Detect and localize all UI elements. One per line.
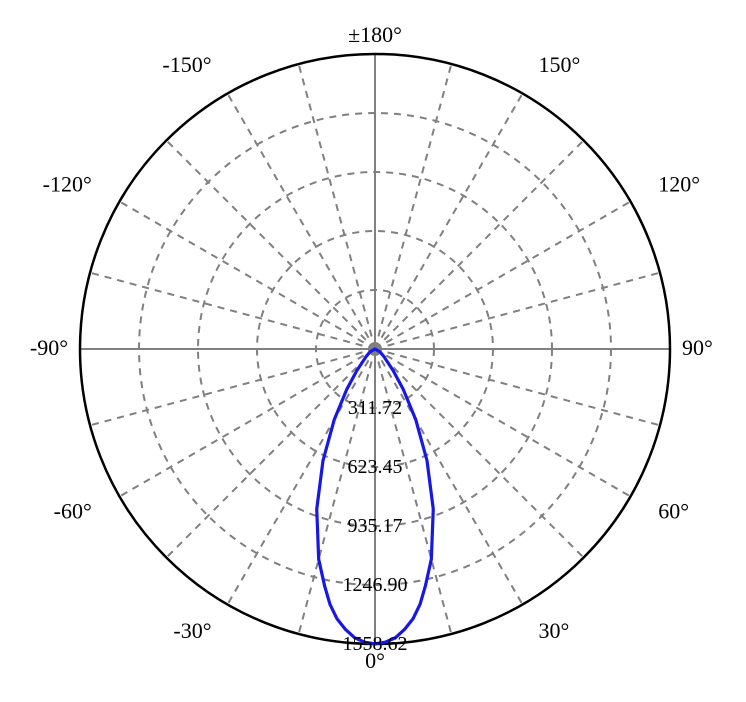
angle-label: 60° (658, 499, 689, 524)
radial-label: 623.45 (348, 456, 403, 478)
angle-label: 120° (658, 172, 700, 197)
angle-label: -150° (162, 52, 211, 77)
radial-label: 311.72 (348, 397, 402, 419)
angle-label: -30° (173, 618, 211, 643)
angle-label: 30° (539, 618, 570, 643)
angle-label: -120° (43, 172, 92, 197)
angle-label: -90° (30, 335, 68, 360)
angle-label: ±180° (348, 22, 402, 47)
angle-label: -60° (54, 499, 92, 524)
radial-label: 1246.90 (343, 574, 408, 596)
polar-chart: 311.72623.45935.171246.901558.62±180°150… (0, 0, 746, 702)
angle-label: 0° (365, 648, 385, 673)
angle-label: 150° (539, 52, 581, 77)
angle-label: 90° (682, 335, 713, 360)
polar-svg: 311.72623.45935.171246.901558.62±180°150… (0, 0, 746, 702)
radial-label: 935.17 (348, 515, 403, 537)
